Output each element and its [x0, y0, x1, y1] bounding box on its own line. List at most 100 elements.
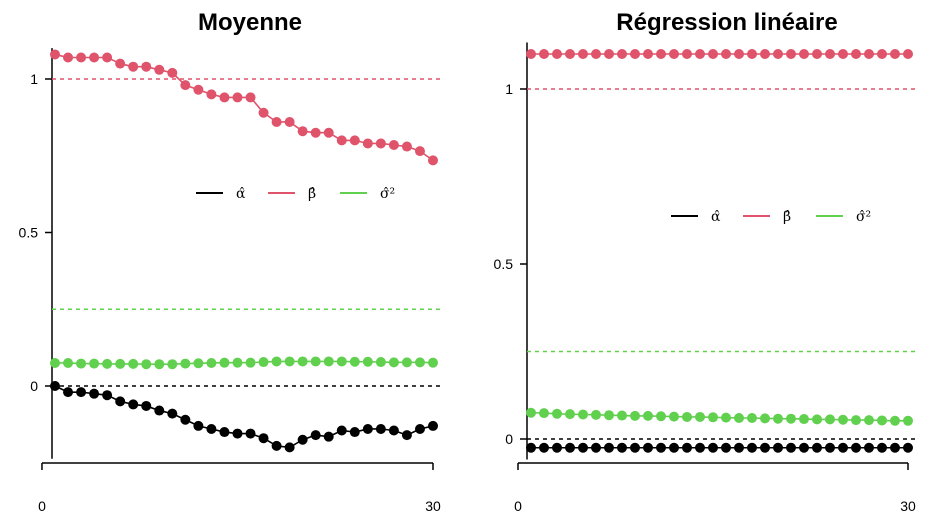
y-tick-label: 1 — [505, 81, 513, 97]
data-point — [271, 440, 282, 451]
data-point — [102, 358, 113, 369]
data-point — [695, 49, 705, 59]
data-point — [50, 357, 60, 368]
data-point — [245, 92, 256, 103]
data-point — [206, 89, 217, 100]
chart-title: Régression linéaire — [616, 9, 837, 36]
data-point — [50, 49, 60, 60]
data-point — [708, 442, 718, 453]
data-point — [336, 425, 347, 436]
data-point — [708, 412, 718, 423]
data-point — [388, 357, 399, 368]
data-point — [734, 49, 744, 59]
data-point — [245, 428, 256, 439]
data-point — [786, 413, 796, 424]
data-point — [89, 52, 100, 63]
data-point — [362, 138, 373, 149]
data-point — [578, 442, 588, 453]
y-tick-label: 0 — [30, 378, 38, 394]
data-point — [284, 116, 295, 127]
data-point — [630, 410, 640, 421]
data-point — [349, 356, 360, 367]
data-point — [864, 415, 874, 426]
data-point — [349, 427, 360, 438]
data-point — [799, 414, 809, 425]
data-point — [552, 442, 562, 453]
data-point — [154, 359, 165, 370]
data-point — [786, 49, 796, 59]
x-tick-label: 30 — [425, 498, 441, 514]
data-point — [180, 358, 191, 369]
data-point — [630, 49, 640, 59]
data-point — [552, 408, 562, 419]
data-point — [903, 49, 913, 59]
data-point — [734, 442, 744, 453]
data-point — [336, 135, 347, 146]
legend-label: β̂ — [308, 186, 316, 202]
data-point — [428, 357, 438, 368]
data-point — [154, 405, 165, 416]
data-point — [414, 423, 425, 434]
data-point — [669, 49, 679, 59]
data-point — [63, 52, 74, 63]
y-tick-label: 0 — [505, 431, 513, 447]
data-point — [643, 410, 653, 421]
data-point — [591, 49, 601, 59]
data-point — [721, 442, 731, 453]
y-tick-label: 1 — [30, 71, 38, 87]
data-point — [890, 49, 900, 59]
data-point — [76, 387, 87, 398]
legend-label: σ̂² — [380, 186, 395, 202]
data-point — [128, 61, 139, 72]
data-point — [323, 356, 334, 367]
data-point — [76, 52, 87, 63]
data-point — [310, 430, 321, 441]
data-point — [786, 442, 796, 453]
legend-label: β̂ — [783, 209, 791, 225]
data-point — [115, 396, 126, 407]
data-point — [773, 442, 783, 453]
x-tick-label: 0 — [38, 498, 46, 514]
data-point — [349, 135, 360, 146]
data-point — [721, 49, 731, 59]
data-point — [271, 116, 282, 127]
data-point — [89, 358, 100, 369]
data-point — [128, 399, 139, 410]
data-point — [362, 423, 373, 434]
data-point — [388, 425, 399, 436]
data-point — [708, 49, 718, 59]
data-point — [851, 442, 861, 453]
data-point — [401, 357, 412, 368]
data-point — [375, 423, 386, 434]
data-point — [760, 49, 770, 59]
data-point — [310, 127, 321, 138]
x-tick-label: 30 — [900, 498, 916, 514]
data-point — [76, 358, 87, 369]
data-point — [310, 356, 321, 367]
data-point — [552, 49, 562, 59]
data-point — [89, 388, 100, 399]
data-point — [63, 387, 74, 398]
data-point — [682, 411, 692, 422]
data-point — [526, 49, 536, 59]
data-point — [630, 442, 640, 453]
data-point — [102, 52, 113, 63]
data-point — [271, 356, 282, 367]
data-point — [643, 442, 653, 453]
data-point — [903, 415, 913, 426]
data-point — [591, 442, 601, 453]
data-point — [851, 49, 861, 59]
data-point — [617, 442, 627, 453]
data-point — [604, 410, 614, 421]
data-point — [591, 409, 601, 420]
data-point — [578, 409, 588, 420]
data-point — [890, 442, 900, 453]
data-point — [428, 155, 438, 166]
data-point — [617, 410, 627, 421]
data-point — [428, 420, 438, 431]
x-tick-label: 0 — [514, 498, 522, 514]
legend-label: α̂ — [236, 186, 246, 202]
data-point — [206, 357, 217, 368]
data-point — [258, 433, 269, 444]
data-point — [773, 413, 783, 424]
